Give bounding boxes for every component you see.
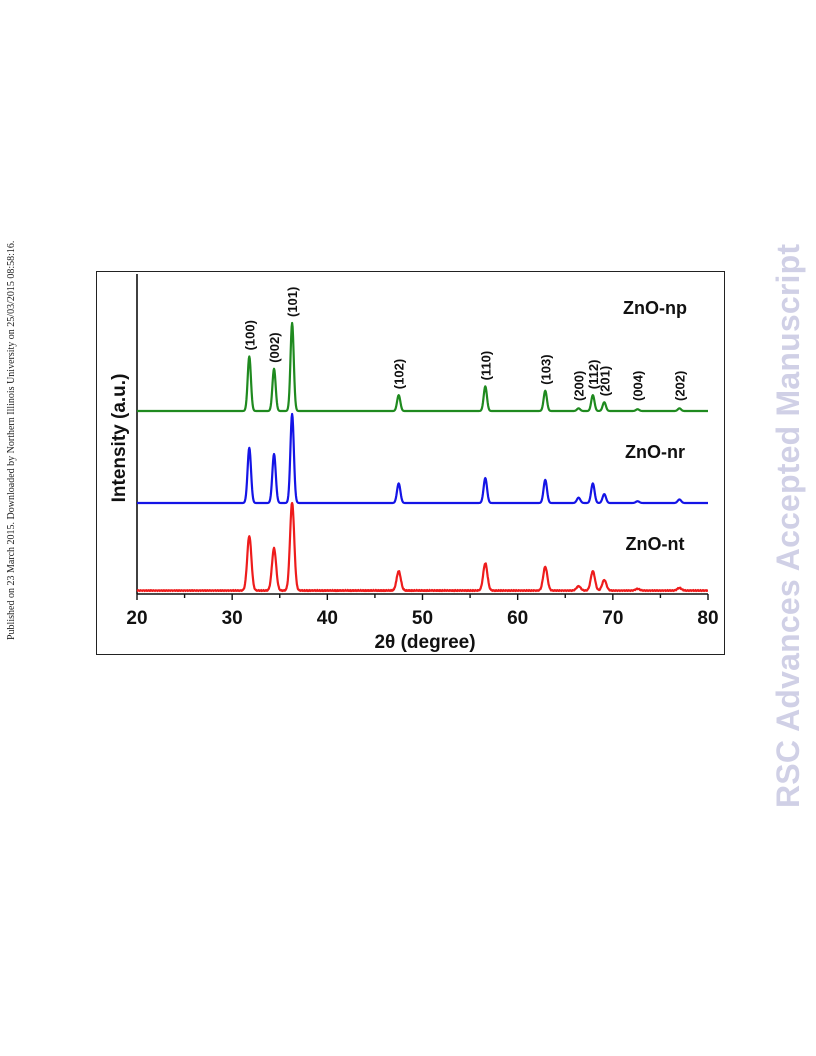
peak-label: (200) bbox=[572, 371, 587, 401]
peak-label: (002) bbox=[267, 332, 282, 362]
x-tick-label: 70 bbox=[602, 608, 623, 629]
axes: 20 30 40 50 60 70 80 bbox=[126, 274, 719, 629]
peak-label: (004) bbox=[631, 371, 646, 401]
series-label: ZnO-nt bbox=[626, 534, 685, 554]
peak-label: (101) bbox=[285, 287, 300, 317]
series-label: ZnO-nr bbox=[625, 442, 685, 462]
peak-label: (100) bbox=[242, 320, 257, 350]
xrd-chart: 20 30 40 50 60 70 80 ZnO-np ZnO-nr ZnO-nt (100) (0… bbox=[109, 274, 719, 653]
peak-label: (110) bbox=[478, 351, 493, 381]
x-tick-label: 80 bbox=[697, 608, 718, 629]
peak-label: (202) bbox=[672, 371, 687, 401]
peak-label: (112) bbox=[586, 360, 601, 390]
series-layer bbox=[136, 321, 709, 593]
journal-watermark: RSC Advances Accepted Manuscript bbox=[770, 243, 806, 808]
x-tick-label: 60 bbox=[507, 608, 528, 629]
x-tick-label: 20 bbox=[126, 608, 147, 629]
labels-layer: ZnO-np ZnO-nr ZnO-nt (100) (002)(101) (102) (1… bbox=[242, 287, 687, 554]
publication-note: Published on 23 March 2015. Downloaded b… bbox=[6, 240, 17, 640]
x-tick-label: 30 bbox=[222, 608, 243, 629]
x-tick-label: 50 bbox=[412, 608, 433, 629]
series-line-zno-nt bbox=[136, 501, 709, 593]
x-tick-label: 40 bbox=[317, 608, 338, 629]
peak-label: (102) bbox=[392, 359, 407, 389]
series-label: ZnO-np bbox=[623, 298, 687, 318]
series-line-zno-np bbox=[136, 321, 709, 413]
xrd-figure: 20 30 40 50 60 70 80 ZnO-np ZnO-nr ZnO-nt (100) (0… bbox=[96, 271, 725, 655]
series-line-zno-nr bbox=[136, 412, 709, 505]
peak-label: (103) bbox=[538, 354, 553, 384]
x-axis-label: 2θ (degree) bbox=[374, 632, 475, 653]
peak-label: (201) bbox=[597, 366, 612, 396]
y-axis-label: Intensity (a.u.) bbox=[109, 374, 130, 503]
